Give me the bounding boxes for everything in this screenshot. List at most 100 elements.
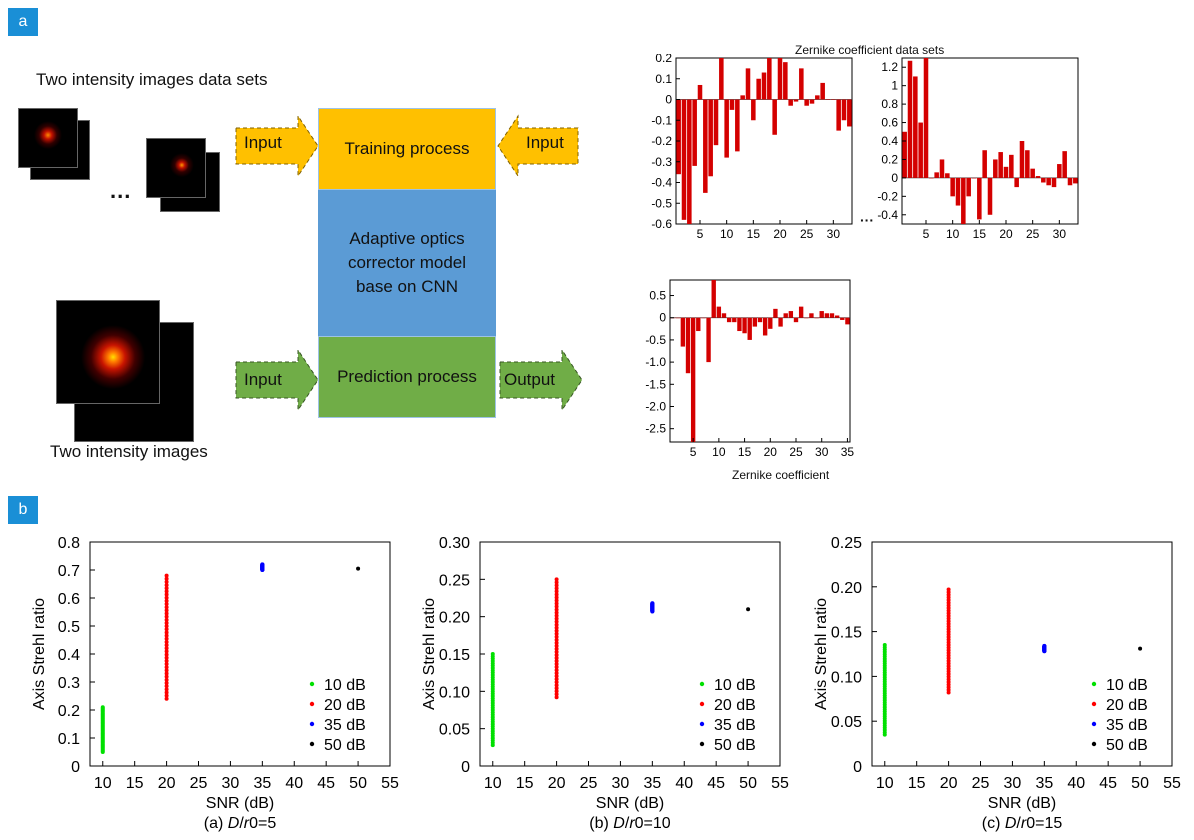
bar [745, 68, 751, 100]
data-point [164, 643, 169, 648]
data-point [554, 607, 559, 612]
x-tick-label: 35 [253, 775, 271, 792]
data-point [882, 643, 887, 648]
y-tick-label: 0.4 [58, 647, 80, 664]
bar [847, 99, 852, 127]
x-tick-label: 30 [222, 775, 240, 792]
y-tick-label: -0.6 [651, 217, 672, 231]
data-point [164, 696, 169, 701]
bar [950, 177, 955, 197]
bar [685, 317, 691, 374]
legend-label: 35 dB [324, 717, 366, 734]
bar [1035, 176, 1041, 178]
bar [737, 317, 742, 332]
x-tick-label: 15 [126, 775, 144, 792]
legend-marker [309, 741, 315, 747]
bar [772, 99, 777, 135]
bar [1041, 177, 1046, 183]
y-tick-label: -1.5 [645, 377, 666, 391]
data-point [164, 674, 169, 679]
output-arrow [499, 348, 583, 412]
bar [987, 177, 993, 215]
data-point [164, 627, 169, 632]
x-tick-label: 35 [841, 445, 855, 459]
y-tick-label: 0.20 [439, 610, 470, 627]
data-point [164, 671, 169, 676]
input-label-top: Input [244, 133, 282, 152]
x-tick-label: 55 [381, 775, 399, 792]
data-point [554, 598, 559, 603]
bar [724, 99, 729, 158]
bar [1014, 177, 1019, 188]
training-process-box: Training process [318, 108, 496, 190]
bar [729, 99, 735, 110]
y-tick-label: 0.2 [881, 152, 898, 166]
bar [939, 159, 945, 178]
x-tick-label: 35 [643, 775, 661, 792]
data-point [260, 562, 265, 567]
data-point [554, 686, 559, 691]
chart-caption: (b) D/r0=10 [589, 815, 670, 832]
data-point [164, 633, 169, 638]
data-point [164, 668, 169, 673]
y-tick-label: 0.30 [439, 535, 470, 552]
legend-marker [699, 741, 705, 747]
legend-marker [1091, 701, 1097, 707]
y-tick-label: 0 [853, 759, 862, 776]
data-point [554, 577, 559, 582]
x-tick-label: 10 [720, 227, 734, 241]
y-tick-label: 0.6 [58, 591, 80, 608]
bar [1067, 177, 1073, 186]
data-point [554, 619, 559, 624]
bar [788, 99, 793, 106]
x-tick-label: 10 [484, 775, 502, 792]
bar [1051, 177, 1057, 188]
y-tick-label: -2.0 [645, 399, 666, 413]
y-tick-label: 0.5 [58, 619, 80, 636]
y-tick-label: -1.0 [645, 355, 666, 369]
data-point [164, 589, 169, 594]
x-tick-label: 10 [712, 445, 726, 459]
data-point [164, 583, 169, 588]
data-point [554, 680, 559, 685]
bar [773, 308, 778, 318]
bar [799, 68, 804, 100]
data-point [164, 693, 169, 698]
bar [945, 173, 950, 178]
data-point [554, 595, 559, 600]
x-tick-label: 40 [1067, 775, 1085, 792]
data-point [554, 646, 559, 651]
x-tick-label: 50 [1131, 775, 1149, 792]
x-tick-label: 20 [999, 227, 1013, 241]
bar [824, 313, 830, 318]
y-axis-label: Axis Strehl ratio [421, 598, 438, 710]
bar [966, 177, 971, 197]
legend-marker [699, 681, 705, 687]
data-point [554, 637, 559, 642]
x-tick-label: 45 [317, 775, 335, 792]
bar [701, 317, 706, 319]
bar [1003, 166, 1009, 178]
bar [902, 131, 907, 178]
data-point [164, 614, 169, 619]
bar [788, 311, 794, 318]
bar [907, 60, 913, 178]
y-tick-label: 0.1 [58, 731, 80, 748]
training-process-label: Training process [344, 139, 470, 158]
caption-part: 0=15 [1026, 815, 1062, 832]
legend-marker [309, 681, 315, 687]
x-tick-label: 40 [285, 775, 303, 792]
data-point [164, 573, 169, 578]
data-point [164, 602, 169, 607]
data-point [164, 646, 169, 651]
x-tick-label: 45 [1099, 775, 1117, 792]
x-tick-label: 20 [764, 445, 778, 459]
bar [798, 306, 804, 318]
data-point [164, 624, 169, 629]
bar [742, 317, 747, 334]
output-label: Output [504, 370, 556, 389]
zernike-chart-3: 0.5 0 -0.5 -1.0 -1.5 -2.0 -2.5 5 10 15 20 25 30 35 [645, 279, 855, 459]
zernike-chart-1: 0.2 0.1 0 -0.1 -0.2 -0.3 -0.4 -0.5 -0.6 5 10 15 20 25… [651, 54, 853, 241]
x-tick-label: 10 [876, 775, 894, 792]
input-arrow-bottom [235, 348, 319, 412]
